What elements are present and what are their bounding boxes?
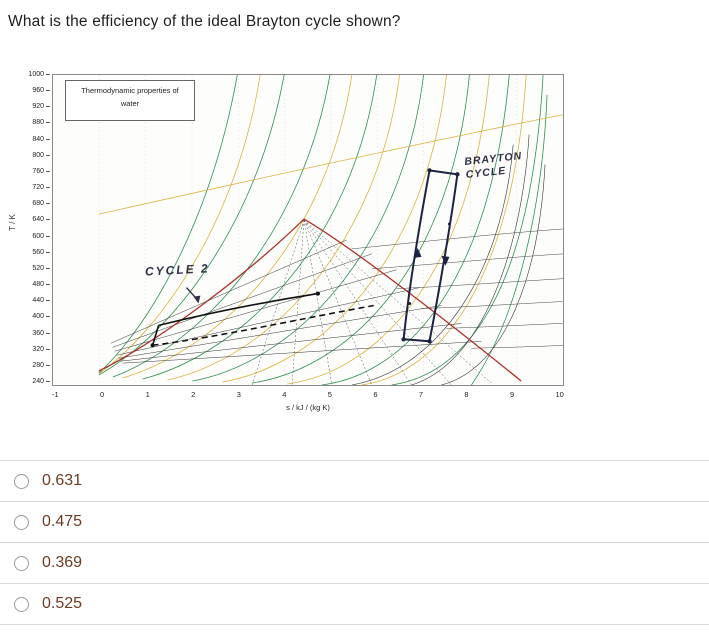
radio-button[interactable]	[14, 555, 29, 571]
x-tick-label: 0	[100, 390, 105, 399]
y-tick-label: 960	[32, 87, 50, 94]
brayton-cycle-markers	[401, 168, 460, 344]
quality-lines	[251, 219, 492, 385]
question-text: What is the efficiency of the ideal Bray…	[8, 13, 401, 30]
ts-diagram-curves	[98, 75, 563, 385]
y-tick-label: 560	[32, 249, 50, 256]
y-tick-label: 680	[32, 200, 50, 207]
x-tick-label: 10	[555, 390, 564, 399]
x-tick-label: 8	[464, 390, 469, 399]
answer-option[interactable]: 0.369	[0, 542, 709, 583]
answer-options: 0.631 0.475 0.369 0.525	[0, 460, 709, 625]
x-tick-label: 4	[282, 390, 287, 399]
black-steep-curves	[351, 134, 546, 385]
ts-diagram: T / K 1000 960 920 880 840 800 760 720 680 640 600…	[8, 68, 574, 420]
y-tick-label: 760	[32, 168, 50, 175]
radio-button[interactable]	[14, 473, 29, 489]
answer-option[interactable]: 0.475	[0, 501, 709, 542]
y-tick-label: 480	[32, 281, 50, 288]
x-tick-label: 5	[327, 390, 332, 399]
y-tick-label: 280	[32, 362, 50, 369]
x-tick-label: 9	[509, 390, 515, 399]
option-label: 0.369	[42, 554, 83, 571]
chart-title-box: Thermodynamic properties of water	[65, 80, 195, 121]
y-tick-label: 440	[32, 297, 50, 304]
y-tick-label: 600	[32, 233, 50, 240]
y-tick-label: 400	[32, 313, 50, 320]
y-tick-label: 800	[32, 152, 50, 159]
option-label: 0.631	[42, 472, 83, 489]
cycle2-point	[150, 343, 155, 348]
y-tick-label: 920	[32, 103, 50, 110]
y-tick-label: 840	[32, 136, 50, 143]
y-tick-label: 880	[32, 119, 50, 126]
y-tick-label: 1000	[28, 71, 50, 78]
cycle2-arrow	[185, 287, 201, 304]
answer-option[interactable]: 0.525	[0, 583, 709, 624]
option-label: 0.525	[42, 595, 83, 612]
x-tick-label: -1	[52, 390, 59, 399]
y-tick-label: 520	[32, 265, 50, 272]
x-tick-label: 1	[145, 390, 150, 399]
cycle2-point	[315, 291, 320, 296]
radio-button[interactable]	[14, 596, 29, 612]
cycle2-hand-drawn	[151, 292, 374, 347]
x-axis-title: s / kJ / (kg K)	[286, 403, 330, 412]
y-tick-label: 240	[32, 378, 50, 385]
answer-option[interactable]: 0.631	[0, 460, 709, 501]
x-tick-label: 7	[418, 390, 424, 399]
y-tick-label: 720	[32, 184, 50, 191]
y-tick-label: 320	[32, 346, 50, 353]
dome-fan-lines	[110, 239, 482, 364]
yellow-isolines	[98, 75, 563, 385]
y-axis-ticks: 1000 960 920 880 840 800 760 720 680 640 600 560 520…	[24, 71, 50, 385]
isotherms	[351, 228, 563, 349]
x-tick-label: 3	[236, 390, 241, 399]
radio-button[interactable]	[14, 514, 29, 530]
x-tick-label: 2	[191, 390, 196, 399]
y-axis-title: T / K	[7, 214, 17, 231]
brayton-cycle-hand-drawn	[402, 169, 459, 343]
y-tick-label: 360	[32, 330, 50, 337]
x-tick-label: 6	[373, 390, 378, 399]
x-axis-ticks: -1 0 1 2 3 4 5 6 7 8 9 10	[52, 390, 564, 399]
y-tick-label: 640	[32, 216, 50, 223]
option-label: 0.475	[42, 513, 83, 530]
plot-area: Thermodynamic properties of water CYCLE …	[52, 74, 564, 386]
saturation-dome	[98, 218, 522, 382]
